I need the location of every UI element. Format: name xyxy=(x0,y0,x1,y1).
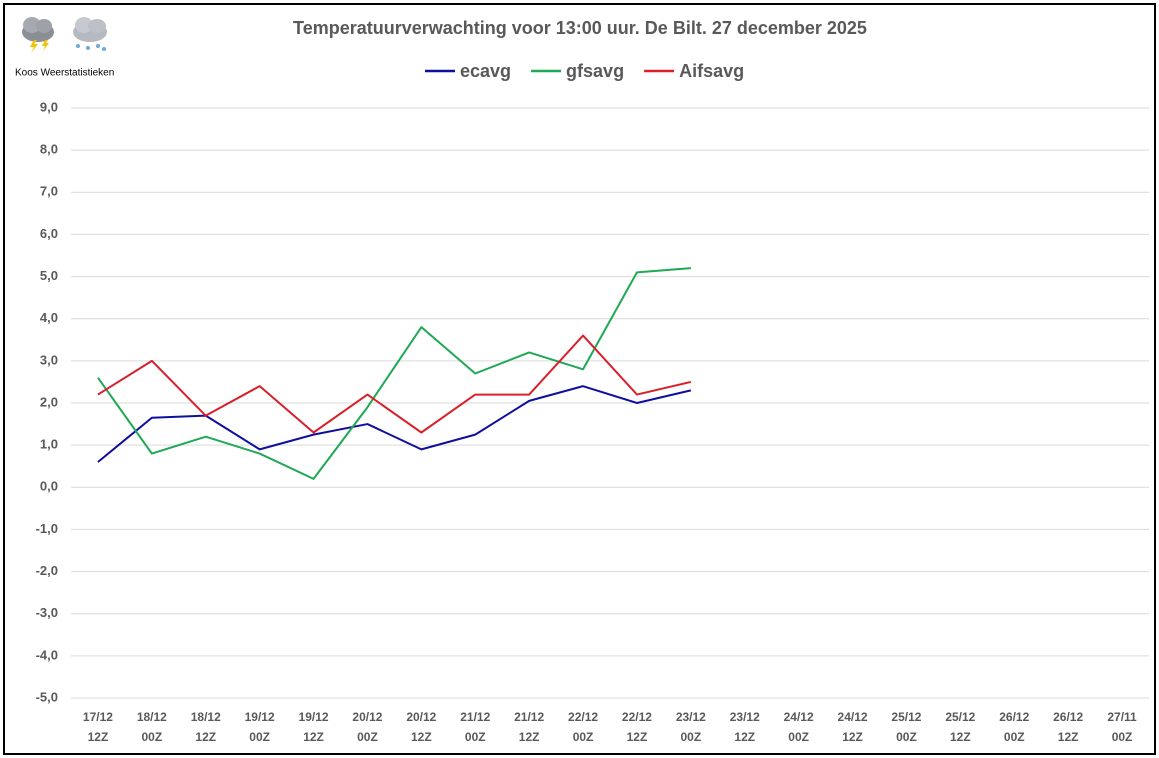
x-tick-label: 23/12 00Z xyxy=(676,710,706,744)
logo xyxy=(22,17,107,53)
y-tick-label: 3,0 xyxy=(40,352,58,367)
series-line xyxy=(97,267,691,480)
x-tick-label: 26/12 00Z xyxy=(999,710,1029,744)
x-tick-label: 19/12 12Z xyxy=(299,710,329,744)
brand: Koos Weerstatistieken xyxy=(15,68,114,79)
x-tick-label: 21/12 12Z xyxy=(514,710,544,744)
x-tick-label: 19/12 00Z xyxy=(245,710,275,744)
x-tick-label: 23/12 12Z xyxy=(730,710,760,744)
x-tick-label: 24/12 00Z xyxy=(784,710,814,744)
y-tick-label: -5,0 xyxy=(36,689,58,704)
y-tick-label: 4,0 xyxy=(40,310,58,325)
x-tick-label: 21/12 00Z xyxy=(460,710,490,744)
x-tick-label: 17/12 12Z xyxy=(83,710,113,744)
y-tick-label: -1,0 xyxy=(36,521,58,536)
y-tick-label: 6,0 xyxy=(40,226,58,241)
series-line xyxy=(97,334,692,434)
legend-label: gfsavg xyxy=(566,61,624,81)
y-tick-label: 7,0 xyxy=(40,184,58,199)
y-tick-label: 0,0 xyxy=(40,479,58,494)
y-tick-label: -2,0 xyxy=(36,563,58,578)
x-tick-label: 27/11 00Z xyxy=(1107,710,1137,744)
x-tick-label: 18/12 00Z xyxy=(137,710,167,744)
y-tick-label: -3,0 xyxy=(36,605,58,620)
x-tick-label: 20/12 00Z xyxy=(352,710,382,744)
legend-label: ecavg xyxy=(460,61,511,81)
y-tick-label: 9,0 xyxy=(40,99,58,114)
x-tick-label: 18/12 12Z xyxy=(191,710,221,744)
series-line xyxy=(97,385,692,463)
x-tick-label: 24/12 12Z xyxy=(838,710,868,744)
chart-title: Temperatuurverwachting voor 13:00 uur. D… xyxy=(293,18,867,38)
y-tick-label: 1,0 xyxy=(40,437,58,452)
x-tick-label: 25/12 00Z xyxy=(891,710,921,744)
y-tick-label: 8,0 xyxy=(40,142,58,157)
x-tick-label: 22/12 00Z xyxy=(568,710,598,744)
legend-label: Aifsavg xyxy=(679,61,744,81)
x-tick-label: 22/12 12Z xyxy=(622,710,652,744)
y-tick-label: 5,0 xyxy=(40,268,58,283)
chart-border xyxy=(3,3,1156,755)
x-tick-label: 20/12 12Z xyxy=(406,710,436,744)
x-tick-label: 26/12 12Z xyxy=(1053,710,1083,744)
x-tick-label: 25/12 12Z xyxy=(945,710,975,744)
y-tick-label: 2,0 xyxy=(40,394,58,409)
y-tick-label: -4,0 xyxy=(36,647,58,662)
